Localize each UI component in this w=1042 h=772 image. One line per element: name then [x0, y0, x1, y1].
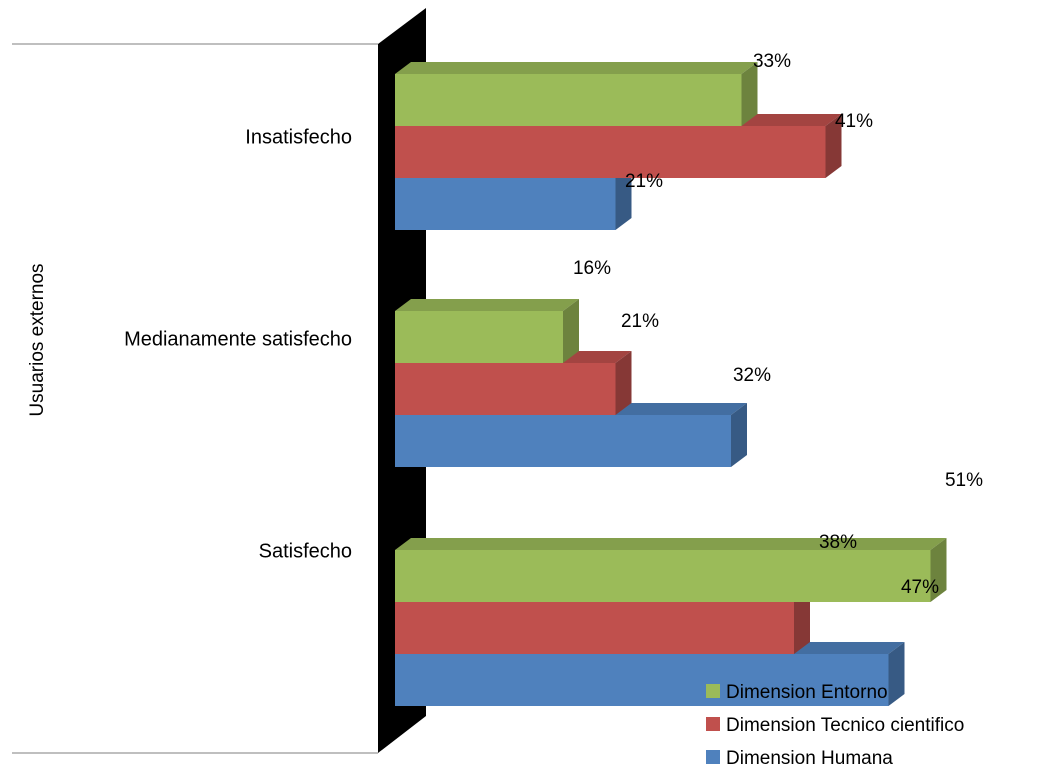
- legend-swatch-humana: [706, 750, 720, 764]
- bar-side: [731, 403, 747, 467]
- data-label-dimension-tecnico-cientifico-insatisfecho: 41%: [835, 111, 873, 132]
- y-axis-title: Usuarios externos: [27, 263, 48, 416]
- legend-swatch-entorno: [706, 684, 720, 698]
- category-label-insatisfecho: Insatisfecho: [245, 126, 352, 148]
- bar-top: [395, 62, 758, 74]
- category-labels: Insatisfecho Medianamente satisfecho Satis…: [124, 126, 352, 562]
- bar-top: [395, 538, 947, 550]
- category-label-medianamente-satisfecho: Medianamente satisfecho: [124, 328, 352, 350]
- legend: Dimension Entorno Dimension Tecnico cien…: [706, 682, 964, 769]
- bar-side: [794, 590, 810, 654]
- bar-side: [741, 62, 758, 126]
- bars: [395, 62, 947, 706]
- data-label-dimension-tecnico-cientifico-satisfecho: 38%: [819, 532, 857, 553]
- data-label-dimension-entorno-satisfecho: 51%: [945, 470, 983, 491]
- bar-dimension-entorno-insatisfecho: [395, 62, 758, 126]
- bar-front: [395, 126, 826, 178]
- bar-dimension-entorno-satisfecho: [395, 538, 947, 602]
- data-label-dimension-humana-insatisfecho: 21%: [625, 171, 663, 192]
- bar-front: [395, 178, 616, 230]
- bar-dimension-entorno-medianamente-satisfecho: [395, 299, 579, 363]
- legend-label-tecnico: Dimension Tecnico cientifico: [726, 715, 964, 736]
- bar-side: [930, 538, 947, 602]
- category-label-satisfecho: Satisfecho: [259, 540, 352, 562]
- data-labels: 33% 41% 21% 16% 21% 32% 51% 38% 47%: [573, 51, 983, 598]
- data-label-dimension-entorno-insatisfecho: 33%: [753, 51, 791, 72]
- legend-label-entorno: Dimension Entorno: [726, 682, 888, 703]
- bar-front: [395, 363, 616, 415]
- legend-swatch-tecnico: [706, 717, 720, 731]
- bar-front: [395, 654, 889, 706]
- bar-front: [395, 550, 931, 602]
- bar-front: [395, 74, 742, 126]
- bar-front: [395, 311, 563, 363]
- bar-side: [888, 642, 905, 706]
- data-label-dimension-humana-medianamente-satisfecho: 32%: [733, 365, 771, 386]
- bar-side: [563, 299, 579, 363]
- legend-label-humana: Dimension Humana: [726, 748, 893, 769]
- bar-side: [615, 166, 632, 230]
- data-label-dimension-tecnico-cientifico-medianamente-satisfecho: 21%: [621, 311, 659, 332]
- bar-side: [825, 114, 842, 178]
- bar-front: [395, 415, 731, 467]
- bar-top: [395, 299, 579, 311]
- data-label-dimension-humana-satisfecho: 47%: [901, 577, 939, 598]
- data-label-dimension-entorno-medianamente-satisfecho: 16%: [573, 258, 611, 279]
- bar-front: [395, 602, 794, 654]
- bar-side: [615, 351, 632, 415]
